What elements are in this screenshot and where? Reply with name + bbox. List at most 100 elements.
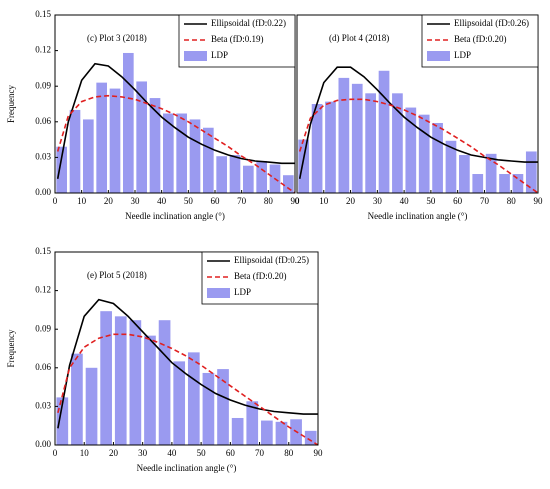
bar [304, 430, 317, 445]
x-axis-label: Needle inclination angle (°) [368, 211, 468, 221]
x-tick-label: 40 [167, 448, 177, 458]
bar [432, 122, 443, 193]
bar [56, 397, 69, 445]
y-tick-label: 0.15 [35, 9, 51, 19]
x-tick-label: 80 [264, 196, 274, 206]
legend-label: Beta (fD:0.19) [211, 34, 263, 44]
bar [217, 369, 229, 445]
bar [96, 82, 107, 193]
bar [325, 101, 336, 193]
legend-label: LDP [454, 50, 471, 60]
legend-label: Ellipsoidal (fD:0.25) [234, 255, 309, 265]
x-tick-label: 60 [226, 448, 236, 458]
bar [136, 81, 147, 193]
bar [173, 361, 186, 445]
y-tick-label: 0.06 [35, 362, 51, 372]
x-tick-label: 10 [77, 196, 87, 206]
bar [499, 174, 510, 193]
bar [231, 417, 244, 445]
curve [56, 94, 296, 194]
axes-frame [54, 251, 319, 446]
bar [378, 70, 390, 193]
bar [216, 156, 227, 193]
x-tick-label: 20 [109, 448, 119, 458]
y-tick-label: 0.03 [35, 151, 51, 161]
x-tick-label: 70 [480, 196, 490, 206]
x-axis-label: Needle inclination angle (°) [137, 463, 237, 473]
bar [261, 420, 273, 445]
bar [243, 165, 254, 193]
bar [83, 119, 94, 193]
bar [85, 367, 98, 445]
bar [459, 155, 470, 193]
x-tick-label: 70 [255, 448, 265, 458]
axes-frame [296, 14, 539, 194]
x-tick-label: 20 [104, 196, 114, 206]
bar [71, 353, 83, 445]
x-tick-label: 50 [426, 196, 436, 206]
bar [187, 352, 200, 445]
bar [365, 93, 376, 193]
curve [298, 66, 538, 179]
bar [189, 119, 201, 193]
y-tick-label: 0.15 [35, 246, 51, 256]
y-tick-label: 0.00 [35, 187, 51, 197]
x-tick-label: 40 [400, 196, 410, 206]
x-tick-label: 0 [53, 448, 58, 458]
legend-label: Beta (fD:0.20) [234, 271, 286, 281]
bar [405, 107, 417, 193]
legend-swatch [207, 288, 230, 298]
bar [129, 320, 142, 445]
x-tick-label: 80 [284, 448, 294, 458]
y-axis-label: Frequency [6, 85, 16, 123]
legend-label: Ellipsoidal (fD:0.26) [454, 18, 529, 28]
x-tick-label: 60 [211, 196, 221, 206]
x-tick-label: 90 [534, 196, 544, 206]
annotation: (e) Plot 5 (2018) [87, 270, 147, 280]
y-tick-label: 0.06 [35, 116, 51, 126]
x-tick-label: 0 [53, 196, 58, 206]
bar [351, 83, 363, 193]
bar [283, 175, 294, 193]
x-tick-label: 10 [80, 448, 90, 458]
curve [298, 98, 539, 194]
x-tick-label: 50 [184, 196, 194, 206]
curve [57, 298, 318, 429]
x-tick-label: 20 [346, 196, 356, 206]
bar [512, 174, 524, 193]
legend-label: LDP [211, 50, 228, 60]
bar [338, 77, 350, 193]
y-axis-label: Frequency [6, 329, 16, 367]
y-tick-label: 0.09 [35, 323, 51, 333]
bar [114, 316, 127, 445]
x-tick-label: 90 [314, 448, 324, 458]
bar [203, 127, 214, 193]
x-tick-label: 0 [295, 196, 300, 206]
panel: 0 10 20 30 40 50 60 70 80 90 0.00 0.03 0.06 0.09 0.12 0… [6, 9, 300, 221]
bar [298, 139, 310, 193]
bar [256, 160, 267, 193]
bar [176, 113, 187, 193]
y-tick-label: 0.00 [35, 439, 51, 449]
panel: 0 10 20 30 40 50 60 70 80 90 0.00 0.03 0.06 0.09 0.12 0… [6, 246, 323, 473]
bar [109, 88, 121, 193]
bar [100, 311, 112, 445]
x-tick-label: 10 [319, 196, 329, 206]
bar [69, 109, 81, 193]
x-tick-label: 70 [237, 196, 247, 206]
x-axis-label: Needle inclination angle (°) [125, 211, 225, 221]
legend-label: Ellipsoidal (fD:0.22) [211, 18, 286, 28]
bar [163, 113, 174, 193]
y-tick-label: 0.12 [35, 285, 51, 295]
x-tick-label: 90 [291, 196, 301, 206]
annotation: (c) Plot 3 (2018) [87, 33, 147, 43]
legend-swatch [427, 51, 450, 61]
x-tick-label: 30 [131, 196, 141, 206]
annotation: (d) Plot 4 (2018) [329, 33, 389, 43]
panel: 0 10 20 30 40 50 60 70 80 90 Needle inclination an… [295, 14, 544, 221]
x-tick-label: 60 [453, 196, 463, 206]
x-tick-label: 40 [157, 196, 167, 206]
curve [57, 333, 319, 446]
legend-swatch [184, 51, 207, 61]
